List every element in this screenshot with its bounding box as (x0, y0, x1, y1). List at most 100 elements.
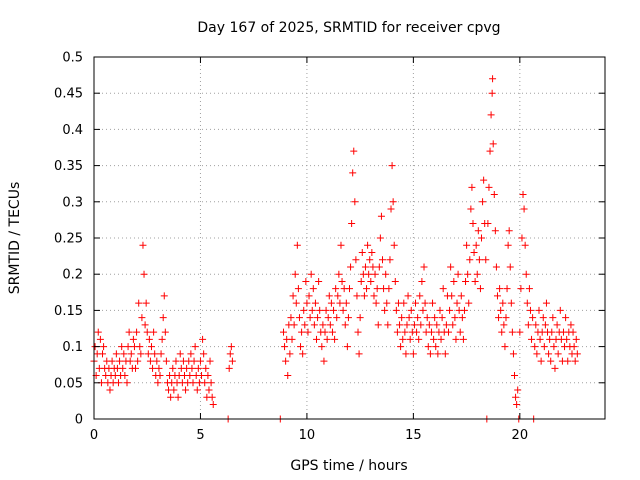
data-point (476, 285, 484, 293)
data-point (454, 270, 462, 278)
data-point (416, 292, 424, 300)
data-point (567, 321, 575, 329)
data-point (150, 328, 158, 336)
data-point (462, 277, 470, 285)
data-point (520, 205, 528, 213)
data-point (550, 343, 558, 351)
data-point (330, 306, 338, 314)
data-point (201, 379, 209, 387)
data-point (323, 335, 331, 343)
data-point (286, 350, 294, 358)
data-point (458, 314, 466, 322)
data-point (423, 314, 431, 322)
data-point (389, 198, 397, 206)
data-point (421, 299, 429, 307)
data-point (399, 335, 407, 343)
data-point (299, 350, 307, 358)
data-point (529, 314, 537, 322)
data-point (172, 357, 180, 365)
data-point (300, 306, 308, 314)
data-point (371, 270, 379, 278)
data-point (324, 314, 332, 322)
data-point (154, 379, 162, 387)
data-point (539, 314, 547, 322)
data-point (198, 372, 206, 380)
data-point (419, 306, 427, 314)
data-point (339, 306, 347, 314)
data-point (284, 372, 292, 380)
data-point (503, 285, 511, 293)
data-point (302, 277, 310, 285)
data-point (390, 241, 398, 249)
data-point (439, 285, 447, 293)
data-point (315, 277, 323, 285)
data-point (204, 372, 212, 380)
data-point (348, 220, 356, 228)
data-point (365, 270, 373, 278)
data-point (144, 350, 152, 358)
data-point (414, 314, 422, 322)
data-point (540, 343, 548, 351)
data-point (349, 169, 357, 177)
data-point (290, 321, 298, 329)
data-point (475, 256, 483, 264)
data-point (415, 335, 423, 343)
data-point (485, 183, 493, 191)
data-point (118, 343, 126, 351)
data-point (456, 328, 464, 336)
data-point (288, 335, 296, 343)
data-point (137, 350, 145, 358)
data-point (157, 350, 165, 358)
data-point (140, 270, 148, 278)
data-point (424, 343, 432, 351)
data-point (525, 285, 533, 293)
data-point (532, 321, 540, 329)
data-point (400, 299, 408, 307)
data-point (486, 147, 494, 155)
data-point (522, 270, 530, 278)
data-point (355, 350, 363, 358)
data-point (190, 357, 198, 365)
data-point (357, 277, 365, 285)
data-point (291, 270, 299, 278)
data-point (331, 335, 339, 343)
data-point (281, 343, 289, 351)
data-point (351, 198, 359, 206)
data-point (547, 357, 555, 365)
data-point (108, 357, 116, 365)
data-point (551, 364, 559, 372)
y-tick-label: 0.2 (62, 268, 83, 283)
data-point (318, 343, 326, 351)
data-point (393, 328, 401, 336)
data-point (445, 328, 453, 336)
data-point (138, 314, 146, 322)
data-point (542, 299, 550, 307)
data-point (356, 314, 364, 322)
data-point (370, 292, 378, 300)
x-tick-label: 5 (196, 428, 204, 443)
data-point (205, 386, 213, 394)
x-tick-label: 0 (90, 428, 98, 443)
data-point (311, 299, 319, 307)
data-point (478, 234, 486, 242)
data-point (176, 350, 184, 358)
data-point (479, 198, 487, 206)
data-point (151, 350, 159, 358)
data-point (376, 234, 384, 242)
data-point (120, 350, 128, 358)
data-point (187, 350, 195, 358)
grid (94, 57, 605, 419)
data-point (161, 328, 169, 336)
data-point (354, 328, 362, 336)
data-point (464, 270, 472, 278)
data-point (517, 285, 525, 293)
data-point (225, 364, 233, 372)
data-point (347, 263, 355, 271)
data-point (135, 299, 143, 307)
data-point (325, 292, 333, 300)
data-point (499, 299, 507, 307)
data-point (468, 183, 476, 191)
data-point (360, 292, 368, 300)
data-point (553, 321, 561, 329)
